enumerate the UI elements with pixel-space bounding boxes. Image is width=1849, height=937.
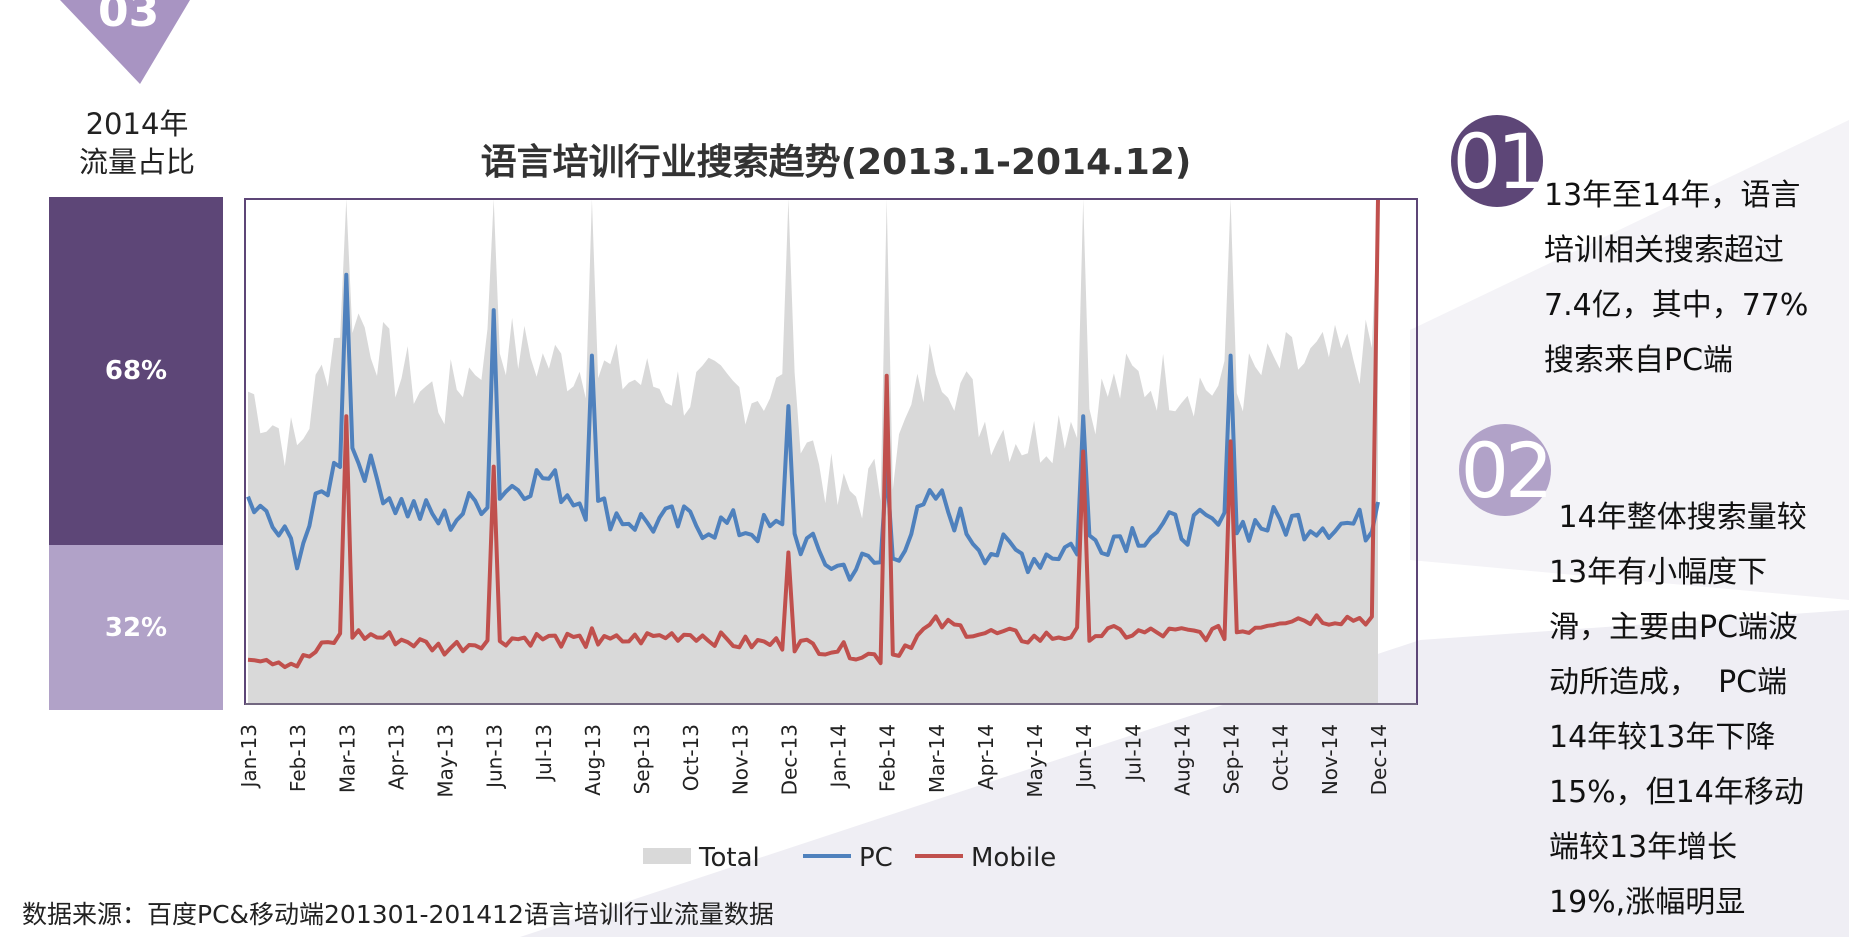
note-2-line: 端较13年增长 xyxy=(1549,830,1738,865)
data-source: 数据来源：百度PC&移动端201301-201412语言培训行业流量数据 xyxy=(22,900,774,929)
share-subtitle: 流量占比 xyxy=(78,145,195,179)
x-tick-label: Jun-14 xyxy=(1072,724,1096,790)
x-tick-label: Jul-13 xyxy=(532,724,556,783)
note-2-line: 滑，主要由PC端波 xyxy=(1549,610,1799,645)
x-tick-label: Mar-14 xyxy=(925,724,949,793)
note-1-line: 培训相关搜索超过 xyxy=(1544,233,1784,268)
legend-swatch-total xyxy=(643,848,691,864)
x-tick-label: Nov-14 xyxy=(1318,724,1342,795)
pc-line-series xyxy=(246,272,1380,582)
x-tick-label: Apr-14 xyxy=(974,724,998,790)
note-number-badge-2: 02 xyxy=(1459,424,1553,516)
x-tick-label: May-14 xyxy=(1023,724,1047,798)
x-tick-label: Sep-13 xyxy=(630,724,654,794)
note-2-line: 14年整体搜索量较 xyxy=(1549,500,1807,535)
share-year: 2014年 xyxy=(85,107,189,141)
x-tick-label: Dec-13 xyxy=(777,724,801,795)
note-2-line: 19%,涨幅明显 xyxy=(1549,885,1746,920)
x-tick-label: Aug-14 xyxy=(1170,724,1194,796)
mobile-share-label: 32% xyxy=(104,612,168,643)
x-axis: Jan-13 Feb-13 Mar-13 Apr-13 May-13 Jun-13 Jul-… xyxy=(237,703,1417,798)
chart-title: 语言培训行业搜索趋势(2013.1-2014.12) xyxy=(481,142,1192,183)
x-tick-label: Oct-13 xyxy=(679,724,703,791)
bg-shape-lower xyxy=(520,610,1849,937)
x-tick-label: Nov-13 xyxy=(728,724,752,795)
x-tick-label: Feb-14 xyxy=(876,724,900,792)
legend-label-mobile: Mobile xyxy=(971,843,1056,873)
total-area-series xyxy=(248,199,1378,704)
pc-share-bar: 68% xyxy=(49,197,223,545)
note-2-line: 13年有小幅度下 xyxy=(1549,555,1768,590)
note-1-line: 7.4亿，其中，77% xyxy=(1544,288,1809,323)
x-tick-label: Jan-14 xyxy=(827,724,851,790)
x-tick-label: Jan-13 xyxy=(237,724,261,790)
note-2-line: 动所造成， PC端 xyxy=(1549,665,1788,700)
mobile-share-bar: 32% xyxy=(49,545,223,710)
mobile-line-series xyxy=(247,198,1380,670)
x-tick-label: Aug-13 xyxy=(581,724,605,796)
x-tick-label: Dec-14 xyxy=(1367,724,1391,795)
logo-triangle-icon: 03 xyxy=(60,0,190,84)
x-tick-label: Apr-13 xyxy=(384,724,408,790)
x-tick-label: Jul-14 xyxy=(1121,724,1145,783)
pc-share-label: 68% xyxy=(104,356,168,386)
legend-label-total: Total xyxy=(698,843,760,873)
note-2-line: 15%，但14年移动 xyxy=(1549,775,1804,810)
plot-area xyxy=(246,198,1380,704)
x-tick-label: Feb-13 xyxy=(286,724,310,792)
note-1: 13年至14年，语言 培训相关搜索超过 7.4亿，其中，77% 搜索来自PC端 xyxy=(1544,168,1808,388)
x-tick-label: Mar-13 xyxy=(335,724,359,793)
legend: Total PC Mobile xyxy=(643,843,1056,873)
legend-label-pc: PC xyxy=(859,843,893,873)
note-2: 14年整体搜索量较 13年有小幅度下 滑，主要由PC端波 动所造成， PC端 1… xyxy=(1549,490,1807,930)
x-tick-label: Jun-13 xyxy=(483,724,507,790)
x-tick-label: May-13 xyxy=(434,724,458,798)
note-number-badge-1: 01 xyxy=(1451,115,1545,207)
share-panel-title: 2014年 流量占比 xyxy=(52,105,222,181)
note-2-line: 14年较13年下降 xyxy=(1549,720,1776,755)
x-tick-label: Oct-14 xyxy=(1269,724,1293,791)
svg-text:03: 03 xyxy=(98,0,159,37)
note-1-line: 13年至14年，语言 xyxy=(1544,178,1801,213)
note-1-line: 搜索来自PC端 xyxy=(1544,343,1734,378)
x-tick-label: Sep-14 xyxy=(1220,724,1244,794)
